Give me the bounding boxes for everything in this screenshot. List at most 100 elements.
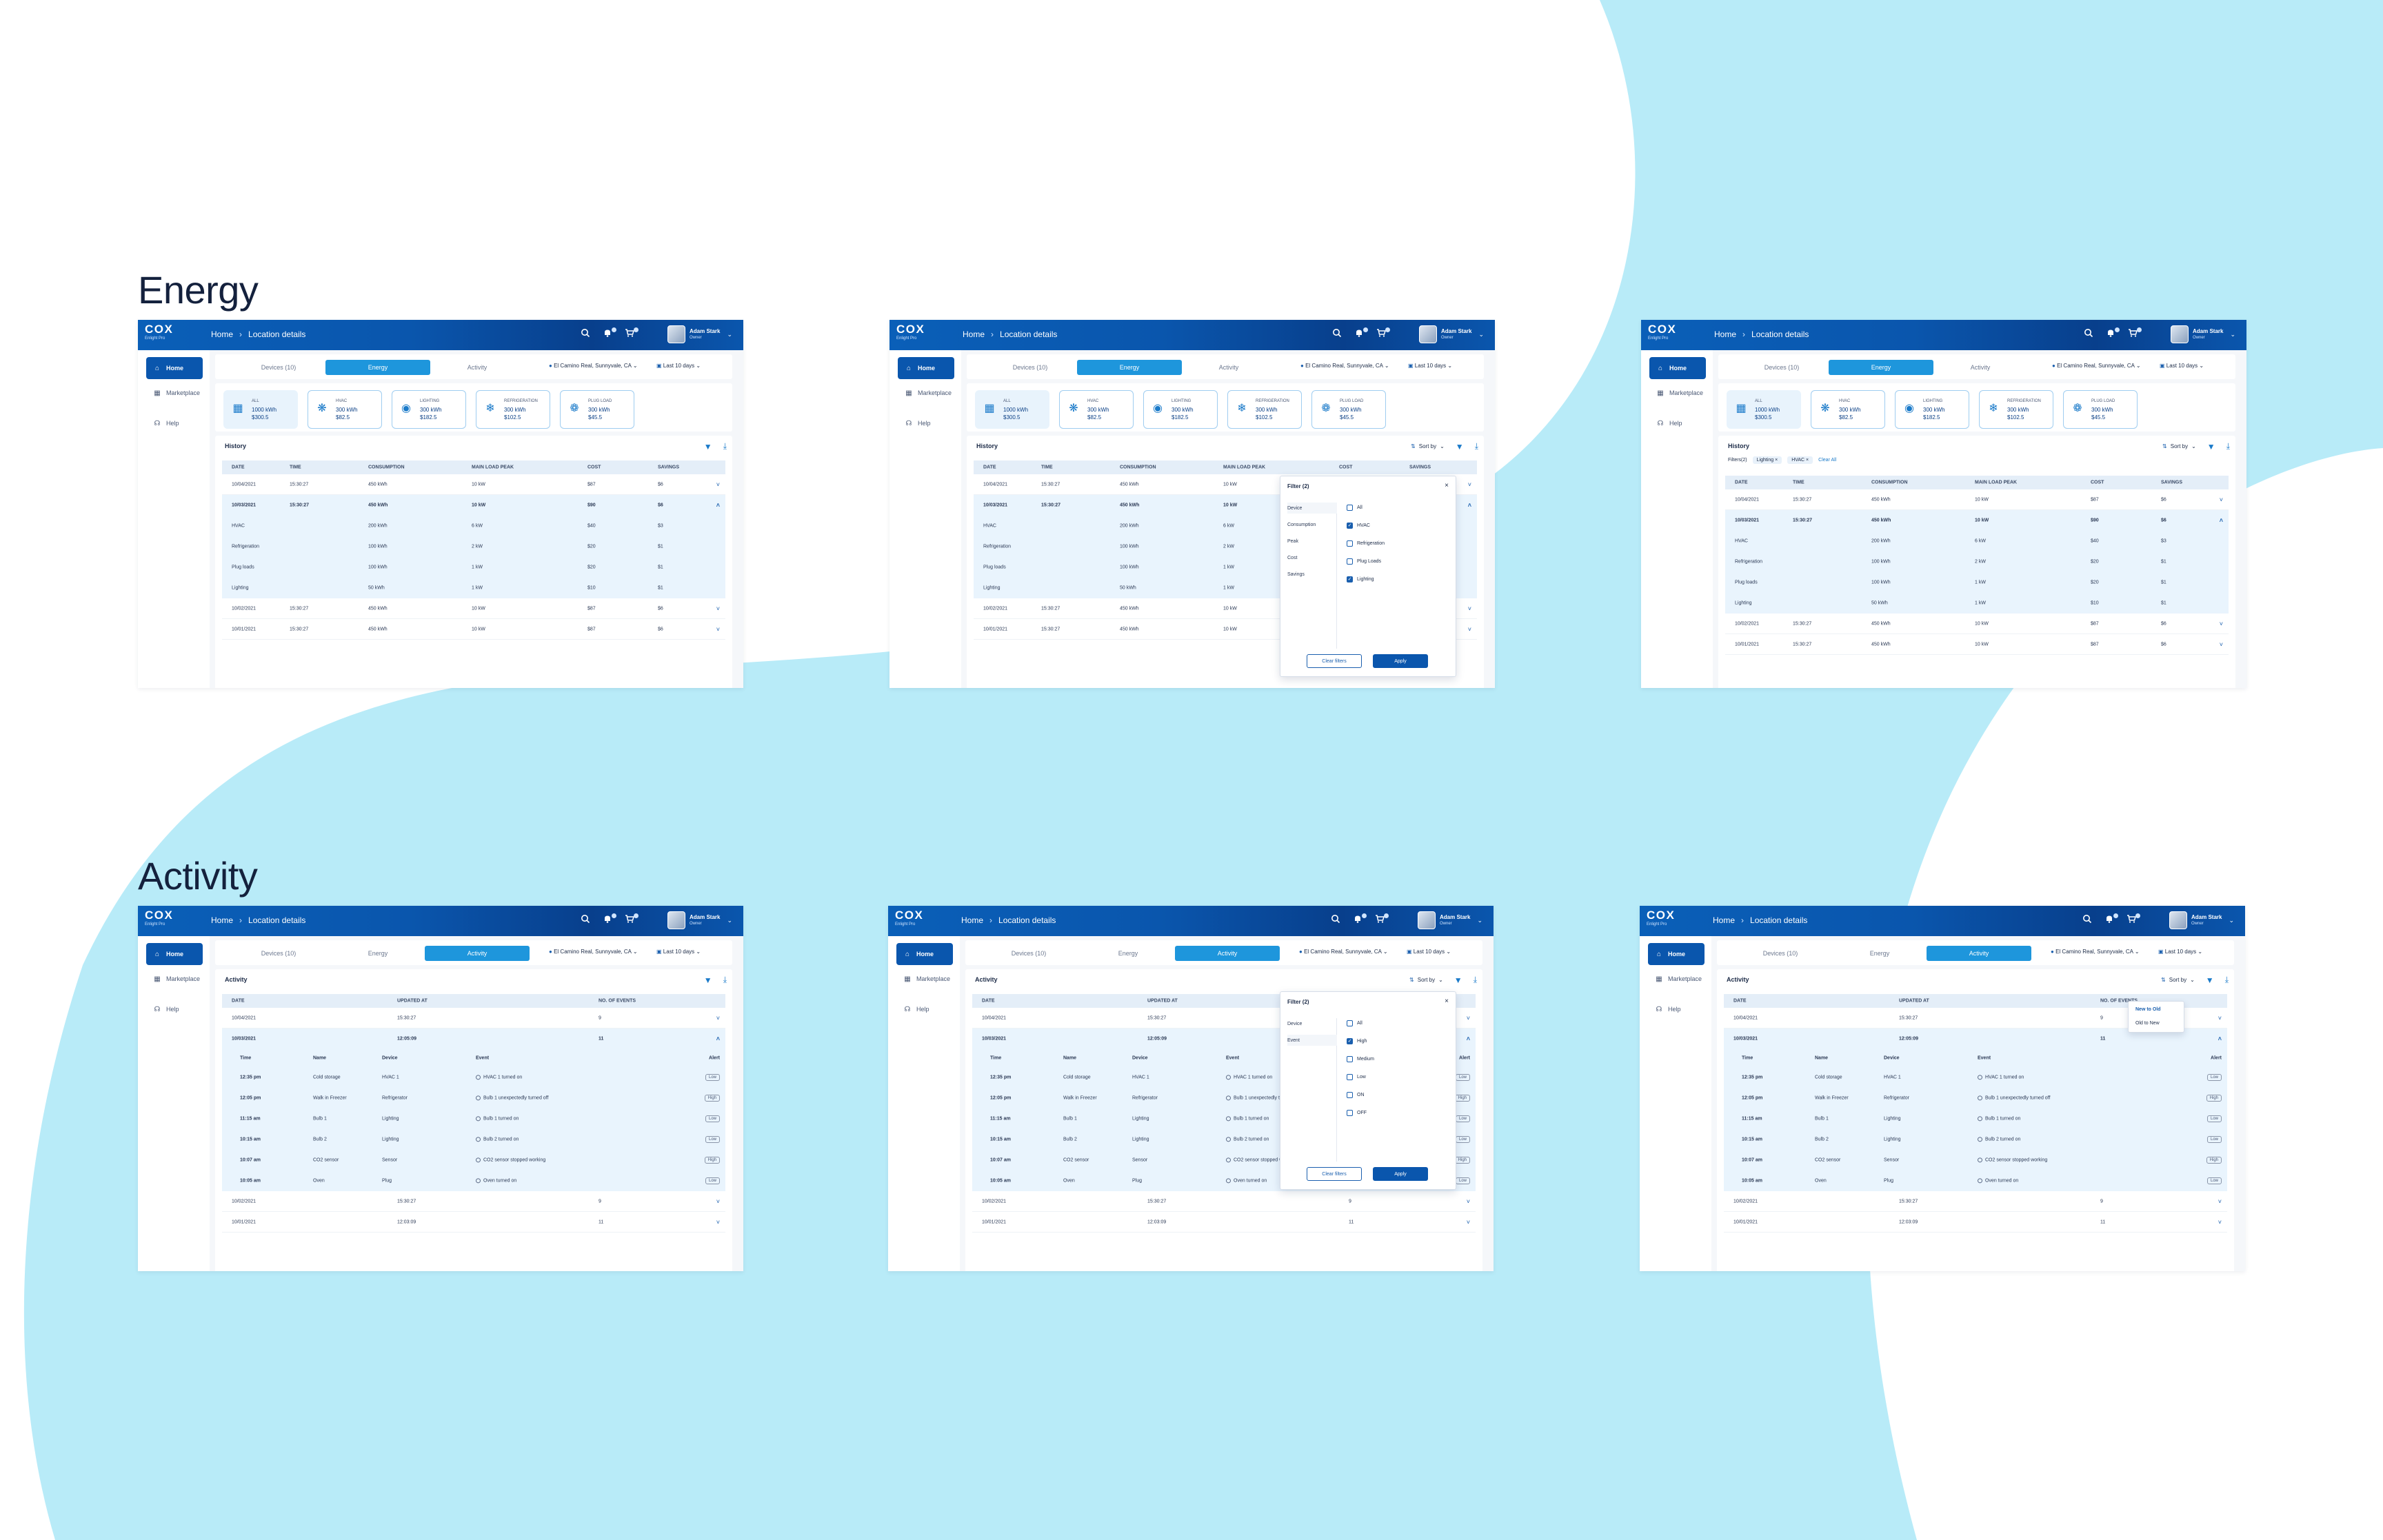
filter-option[interactable]: OFF [1347,1108,1429,1117]
user-menu[interactable]: Adam Stark Owner ⌄ [1419,325,1484,343]
logo[interactable]: COX Enlight Pro [145,909,186,927]
table-row[interactable]: 10/04/2021 15:30:27 9 ˅ [1724,1008,2227,1029]
chevron-down-icon[interactable]: ˅ [1467,480,1471,488]
filter-option[interactable]: ON [1347,1090,1429,1100]
filter-icon[interactable]: ▼ [703,975,712,985]
logo[interactable]: COX Enlight Pro [1648,323,1689,341]
sidebar-item-help[interactable]: ☊ Help [1649,412,1706,434]
sort-option[interactable]: New to Old [2135,1007,2161,1012]
table-row[interactable]: 10/04/2021 15:30:27 450 kWh 10 kW $87 $6 ˅ [1725,489,2229,510]
checkbox[interactable]: ✓ [1347,576,1353,582]
apply-button[interactable]: Apply [1373,654,1428,668]
clear-all-link[interactable]: Clear All [1818,458,1837,463]
user-menu[interactable]: Adam Stark Owner ⌄ [1418,911,1482,929]
chevron-down-icon[interactable]: ˅ [1466,1014,1470,1022]
location-select[interactable]: ● El Camino Real, Sunnyvale, CA ⌄ [549,363,638,369]
filter-chip[interactable]: HVAC × [1787,456,1813,464]
sidebar-item-help[interactable]: ☊ Help [1648,998,1705,1020]
sidebar-item-home[interactable]: ⌂ Home [898,357,954,379]
checkbox[interactable] [1347,1073,1353,1080]
checkbox[interactable] [1347,1091,1353,1098]
breadcrumb-home[interactable]: Home [1714,330,1737,339]
filter-icon[interactable]: ▼ [2206,441,2215,452]
tab-devices[interactable]: Devices (10) [1011,950,1047,957]
filter-icon[interactable]: ▼ [1454,975,1462,985]
checkbox[interactable] [1347,558,1353,565]
logo[interactable]: COX Enlight Pro [1647,909,1688,927]
filter-chip[interactable]: Lighting × [1752,456,1782,464]
table-row[interactable]: 10/04/2021 15:30:27 450 kWh 10 kW $87 $6 ˅ [222,474,725,495]
location-select[interactable]: ● El Camino Real, Sunnyvale, CA ⌄ [1299,949,1388,955]
clear-filters-button[interactable]: Clear filters [1307,1167,1362,1181]
date-range-select[interactable]: ▣ Last 10 days ⌄ [656,949,701,955]
chevron-down-icon[interactable]: ˅ [1467,625,1471,633]
chevron-down-icon[interactable]: ˅ [1466,1197,1470,1205]
logo[interactable]: COX Enlight Pro [145,323,186,341]
energy-card[interactable]: ▦ All 1000 kWh $300.5 [1727,390,1801,429]
date-range-select[interactable]: ▣ Last 10 days ⌄ [2160,363,2204,369]
tab-activity[interactable]: Activity [1218,364,1239,371]
energy-card[interactable]: ▦ All 1000 kWh $300.5 [223,390,298,429]
energy-card[interactable]: ▦ All 1000 kWh $300.5 [975,390,1049,429]
chevron-down-icon[interactable]: ˅ [1466,1218,1470,1226]
download-icon[interactable]: ⤓ [1474,441,1478,451]
tab-energy[interactable]: Energy [325,360,430,375]
breadcrumb-home[interactable]: Home [1713,915,1736,925]
user-menu[interactable]: Adam Stark Owner ⌄ [667,325,732,343]
filter-option[interactable]: Refrigeration [1347,538,1429,548]
energy-card[interactable]: ❋ HVAC 300 kWh $82.5 [1059,390,1134,429]
filter-category[interactable]: Event [1287,1035,1337,1046]
table-row[interactable]: 10/02/2021 15:30:27 450 kWh 10 kW $87 $6 ˅ [222,598,725,619]
chevron-up-icon[interactable]: ˄ [716,1035,720,1042]
checkbox[interactable] [1347,1109,1353,1116]
energy-card[interactable]: ❄ Refrigeration 300 kWh $102.5 [1979,390,2053,429]
bell-icon[interactable] [1353,327,1368,341]
table-row[interactable]: 10/02/2021 15:30:27 9 ˅ [222,1191,725,1212]
sidebar-item-marketplace[interactable]: ▦ Marketplace [1649,382,1706,404]
filter-option[interactable]: All [1347,1018,1429,1028]
tab-energy[interactable]: Energy [1077,360,1182,375]
tab-activity[interactable]: Activity [1927,946,2031,961]
date-range-select[interactable]: ▣ Last 10 days ⌄ [2158,949,2202,955]
tab-activity[interactable]: Activity [1970,364,1991,371]
cart-icon[interactable] [2125,913,2140,926]
search-icon[interactable] [1329,914,1342,926]
chevron-down-icon[interactable]: ˅ [2218,1218,2222,1226]
filter-category[interactable]: Cost [1287,555,1298,560]
tab-activity[interactable]: Activity [425,946,530,961]
search-icon[interactable] [579,914,592,926]
table-row[interactable]: 10/01/2021 12:03:09 11 ˅ [1724,1212,2227,1233]
search-icon[interactable] [1331,328,1343,341]
table-row[interactable]: 10/02/2021 15:30:27 450 kWh 10 kW $87 $6 ˅ [1725,614,2229,634]
table-row[interactable]: 10/02/2021 15:30:27 9 ˅ [1724,1191,2227,1212]
table-row[interactable]: 10/03/2021 12:05:09 11 ˄ [222,1029,725,1049]
cart-icon[interactable] [623,327,639,341]
checkbox[interactable]: ✓ [1347,522,1353,529]
energy-card[interactable]: ❋ HVAC 300 kWh $82.5 [1811,390,1885,429]
bell-icon[interactable] [2104,327,2120,341]
energy-card[interactable]: ❄ Refrigeration 300 kWh $102.5 [476,390,550,429]
filter-category[interactable]: Device [1287,1021,1303,1026]
breadcrumb-home[interactable]: Home [963,330,985,339]
table-row[interactable]: 10/01/2021 15:30:27 450 kWh 10 kW $87 $6 ˅ [222,619,725,640]
search-icon[interactable] [2082,328,2095,341]
sidebar-item-home[interactable]: ⌂ Home [896,943,953,965]
chevron-down-icon[interactable]: ˅ [716,1197,720,1205]
sidebar-item-help[interactable]: ☊ Help [146,998,203,1020]
filter-option[interactable]: All [1347,503,1429,512]
checkbox[interactable] [1347,1020,1353,1026]
download-icon[interactable]: ⤓ [723,975,727,984]
checkbox[interactable]: ✓ [1347,1037,1353,1044]
sidebar-item-home[interactable]: ⌂ Home [146,943,203,965]
chevron-down-icon[interactable]: ˅ [2218,1014,2222,1022]
chevron-down-icon[interactable]: ˅ [1467,605,1471,612]
chevron-down-icon[interactable]: ˅ [716,1218,720,1226]
chevron-down-icon[interactable]: ˅ [716,605,720,612]
sidebar-item-help[interactable]: ☊ Help [898,412,954,434]
location-select[interactable]: ● El Camino Real, Sunnyvale, CA ⌄ [2051,949,2140,955]
table-row[interactable]: 10/01/2021 15:30:27 450 kWh 10 kW $87 $6 ˅ [1725,634,2229,655]
sidebar-item-help[interactable]: ☊ Help [146,412,203,434]
filter-option[interactable]: ✓ High [1347,1036,1429,1046]
sidebar-item-home[interactable]: ⌂ Home [1649,357,1706,379]
date-range-select[interactable]: ▣ Last 10 days ⌄ [1408,363,1452,369]
